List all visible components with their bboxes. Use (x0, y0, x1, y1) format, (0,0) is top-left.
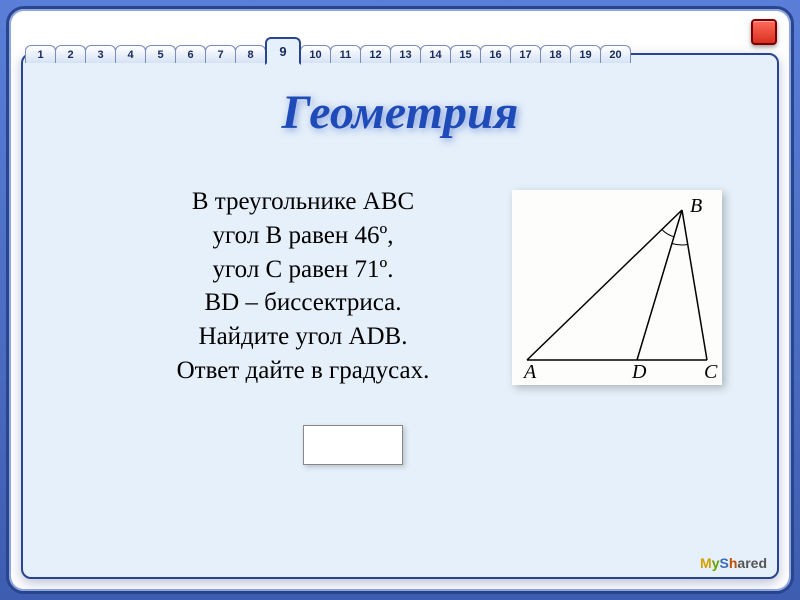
problem-line: Найдите угол ADB. (133, 320, 473, 354)
tab-9[interactable]: 9 (265, 37, 301, 65)
svg-text:D: D (631, 361, 647, 383)
page-title: Геометрия (23, 85, 777, 140)
watermark-part: S (720, 555, 729, 571)
tab-14[interactable]: 14 (420, 45, 451, 63)
tab-3[interactable]: 3 (85, 45, 116, 63)
problem-text: В треугольнике АВСугол В равен 46º,угол … (133, 185, 473, 388)
tab-8[interactable]: 8 (235, 45, 266, 63)
tab-12[interactable]: 12 (360, 45, 391, 63)
tab-strip: 1234567891011121314151617181920 (25, 37, 630, 63)
tab-2[interactable]: 2 (55, 45, 86, 63)
tab-4[interactable]: 4 (115, 45, 146, 63)
app-frame: 1234567891011121314151617181920 Геометри… (6, 6, 794, 594)
tab-10[interactable]: 10 (300, 45, 331, 63)
tab-16[interactable]: 16 (480, 45, 511, 63)
tab-20[interactable]: 20 (600, 45, 631, 63)
tab-17[interactable]: 17 (510, 45, 541, 63)
watermark: MyShared (700, 555, 767, 571)
watermark-part: M (700, 555, 712, 571)
tab-15[interactable]: 15 (450, 45, 481, 63)
problem-line: угол С равен 71º. (133, 253, 473, 287)
tab-18[interactable]: 18 (540, 45, 571, 63)
tab-13[interactable]: 13 (390, 45, 421, 63)
watermark-part: ared (737, 555, 767, 571)
watermark-part: y (712, 555, 720, 571)
problem-line: Ответ дайте в градусах. (133, 354, 473, 388)
answer-input[interactable] (303, 425, 403, 465)
tab-19[interactable]: 19 (570, 45, 601, 63)
content-panel: Геометрия В треугольнике АВСугол В равен… (21, 53, 779, 579)
problem-line: В треугольнике АВС (133, 185, 473, 219)
tab-1[interactable]: 1 (25, 45, 56, 63)
tab-11[interactable]: 11 (330, 45, 361, 63)
tab-6[interactable]: 6 (175, 45, 206, 63)
svg-text:C: C (704, 361, 718, 383)
tab-7[interactable]: 7 (205, 45, 236, 63)
problem-line: угол В равен 46º, (133, 219, 473, 253)
problem-line: BD – биссектриса. (133, 286, 473, 320)
svg-text:A: A (522, 361, 537, 383)
close-button[interactable] (751, 19, 777, 45)
triangle-figure: A D C B (512, 190, 722, 385)
svg-text:B: B (690, 195, 702, 217)
tab-5[interactable]: 5 (145, 45, 176, 63)
